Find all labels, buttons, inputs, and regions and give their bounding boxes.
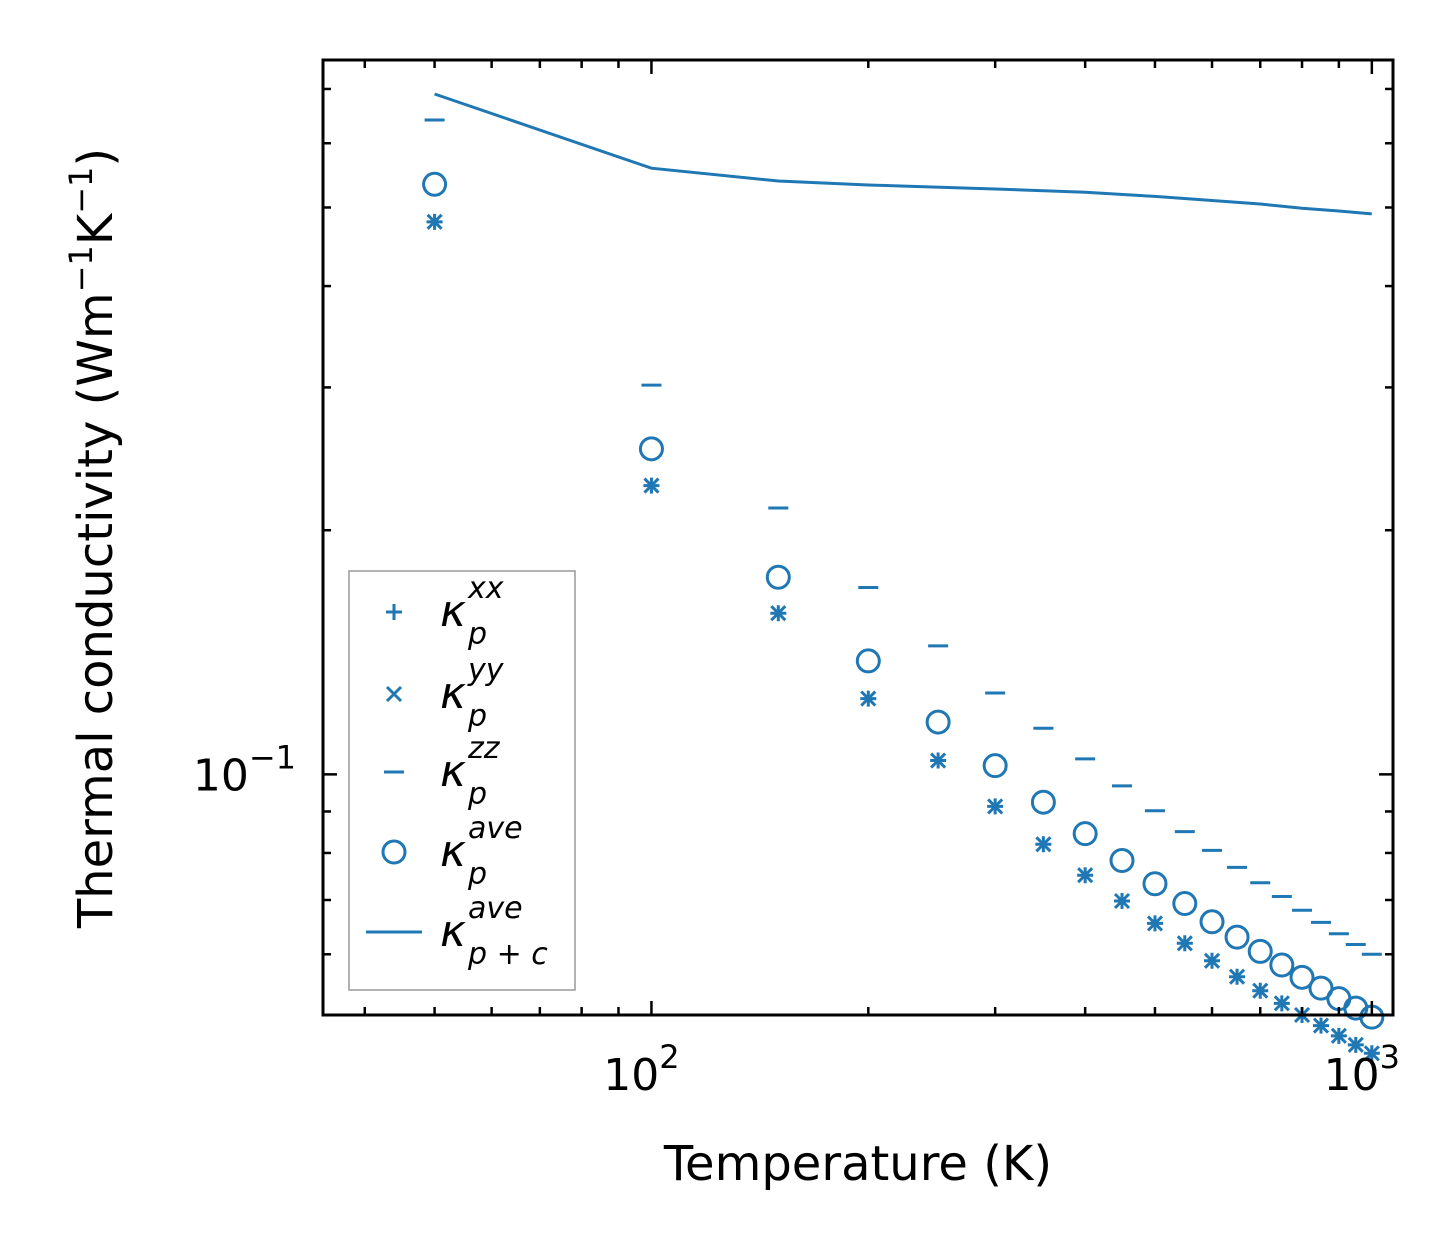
legend-label-sub: p xyxy=(467,617,487,652)
data-point-x xyxy=(1330,1027,1347,1044)
x-tick-label-base: 10 xyxy=(1324,1050,1380,1101)
legend-label-sup: xx xyxy=(467,571,504,606)
y-axis-title-mid: K xyxy=(68,212,124,245)
data-point-circle xyxy=(1308,975,1334,1001)
data-point-x xyxy=(1312,1017,1330,1034)
data-point-circle xyxy=(1172,891,1198,917)
y-tick-label-exponent: −1 xyxy=(249,738,296,776)
legend-label-symbol: κ xyxy=(440,906,466,957)
legend-label-sub: p + c xyxy=(467,937,548,972)
data-point-circle xyxy=(638,436,664,462)
legend-marker-plus xyxy=(386,604,402,620)
data-point-circle xyxy=(1142,871,1168,897)
legend-label: κave p + c xyxy=(440,891,548,972)
legend-label-symbol: κ xyxy=(440,746,466,797)
series-line-kappa-p-c-ave xyxy=(434,92,1372,216)
data-point-circle xyxy=(1224,924,1250,950)
y-axis-title-sup1: −1 xyxy=(62,245,100,292)
legend-entry: κave p xyxy=(381,811,523,892)
x-tick-label-exponent: 3 xyxy=(1380,1038,1400,1076)
series-x xyxy=(426,213,1380,1062)
data-point-circle xyxy=(765,564,791,590)
data-point-x xyxy=(987,798,1004,815)
legend-label: κxx p xyxy=(440,571,504,652)
data-point-x xyxy=(770,605,787,622)
data-point-circle xyxy=(1030,789,1056,815)
legend-label-symbol: κ xyxy=(440,826,466,877)
series-line xyxy=(434,92,1372,216)
data-point-x xyxy=(860,690,877,707)
data-point-x xyxy=(1113,892,1131,910)
legend-entry: κzz p xyxy=(384,731,501,812)
data-point-x xyxy=(1252,982,1269,999)
data-point-circle xyxy=(1072,821,1098,847)
y-tick-label: 10−1 xyxy=(193,738,296,801)
data-point-x xyxy=(1203,952,1221,969)
plot-frame xyxy=(321,58,1395,1017)
legend-entry: κxx p xyxy=(386,571,504,652)
data-point-x xyxy=(930,752,947,769)
y-axis-title: Thermal conductivity (Wm−1K−1) xyxy=(62,148,124,929)
legend-label: κzz p xyxy=(440,731,501,812)
legend-label-symbol: κ xyxy=(440,586,466,637)
data-point-circle xyxy=(982,753,1008,779)
data-point-x xyxy=(643,477,660,494)
legend-entry: κave p + c xyxy=(366,891,548,972)
legend-label-sub: p xyxy=(467,699,487,734)
data-point-x xyxy=(1347,1036,1364,1053)
x-axis-title: Temperature (K) xyxy=(663,1136,1052,1192)
x-tick-label: 102 xyxy=(603,1038,679,1101)
legend-marker-x xyxy=(385,685,403,703)
data-point-x xyxy=(426,213,443,230)
legend-label-sup: ave xyxy=(468,891,523,926)
y-axis-title-sup2: −1 xyxy=(62,167,100,214)
legend-label-sub: p xyxy=(467,857,487,892)
data-point-x xyxy=(1146,915,1164,932)
legend-label: κave p xyxy=(440,811,523,892)
series-hline xyxy=(424,118,1382,956)
legend-label-symbol: κ xyxy=(440,668,466,719)
data-point-circle xyxy=(422,171,448,197)
data-point-x xyxy=(1176,935,1193,952)
legend-entry: κyy p xyxy=(385,653,505,734)
legend-marker-circle xyxy=(381,839,407,865)
data-point-x xyxy=(1273,995,1290,1012)
data-point-circle xyxy=(925,709,951,735)
legend-label: κyy p xyxy=(440,653,505,734)
legend-box xyxy=(348,570,576,991)
legend-label-sup: zz xyxy=(467,731,501,766)
y-axis-title-main: Thermal conductivity (Wm xyxy=(68,292,124,929)
series-layer xyxy=(422,92,1385,1062)
series-circle xyxy=(422,171,1385,1030)
data-point-x xyxy=(1363,1045,1380,1062)
y-axis-title-end: ) xyxy=(68,148,124,167)
data-point-x xyxy=(1228,968,1246,985)
data-point-x xyxy=(1077,867,1094,884)
data-point-circle xyxy=(1269,952,1295,978)
legend-label-sup: ave xyxy=(468,811,523,846)
y-tick-label-base: 10 xyxy=(193,750,249,801)
data-point-circle xyxy=(1247,938,1273,964)
data-point-circle xyxy=(1326,986,1352,1012)
legend-label-sub: p xyxy=(467,777,487,812)
x-tick-label-exponent: 2 xyxy=(659,1038,679,1076)
data-point-circle xyxy=(1289,964,1315,990)
data-point-circle xyxy=(1109,848,1135,874)
data-point-x xyxy=(1035,836,1052,853)
data-point-circle xyxy=(855,648,881,674)
x-tick-label-base: 10 xyxy=(603,1050,659,1101)
data-point-circle xyxy=(1199,909,1225,935)
x-tick-label: 103 xyxy=(1324,1038,1400,1101)
legend-label-sup: yy xyxy=(467,653,505,688)
